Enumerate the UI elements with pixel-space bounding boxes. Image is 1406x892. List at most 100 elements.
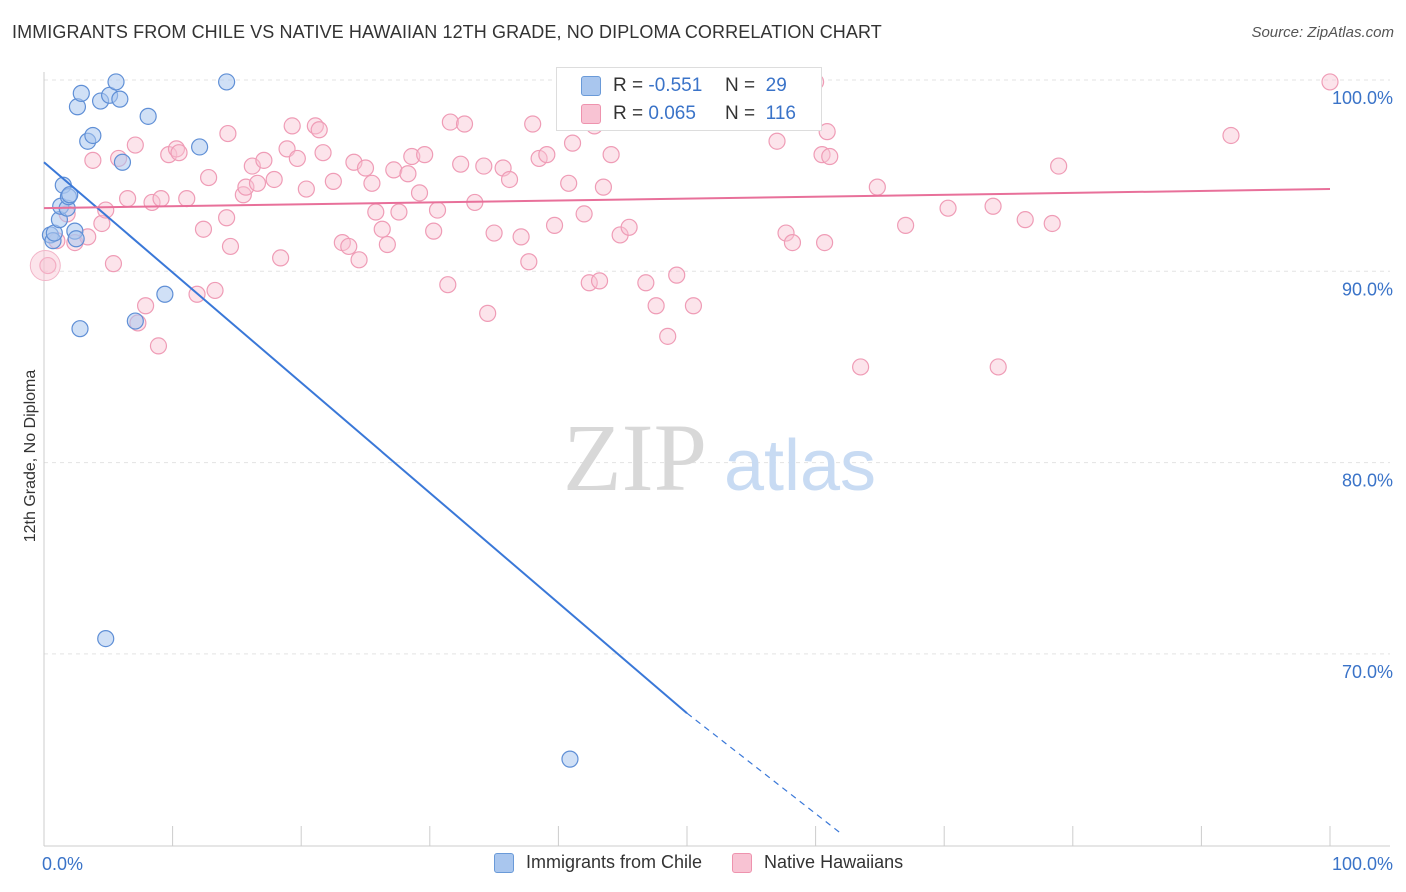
hawaiian-point — [500, 170, 519, 189]
hawaiian-point — [385, 161, 403, 179]
chile-trend-extension — [686, 712, 842, 835]
hawaiian-point — [390, 203, 408, 221]
legend-r-label: R = — [613, 75, 644, 96]
chile-point — [139, 107, 157, 125]
hawaiian-point — [367, 203, 385, 221]
legend-row-hawaiian: R = 0.065 N = 116 — [581, 100, 796, 128]
hawaiian-point — [288, 149, 306, 168]
legend-item-chile[interactable]: Immigrants from Chile — [494, 852, 702, 873]
hawaiian-point — [399, 165, 417, 183]
trend-lines — [43, 161, 1331, 835]
hawaiian-point — [39, 256, 57, 275]
legend-n-value-hawaiian: 116 — [765, 103, 796, 124]
hawaiian-point — [118, 190, 137, 208]
hawaiian-point — [350, 251, 368, 269]
chile-point — [61, 186, 79, 204]
chart-title: IMMIGRANTS FROM CHILE VS NATIVE HAWAIIAN… — [12, 22, 882, 42]
watermark-atlas: atlas — [724, 426, 876, 506]
legend-n-value-chile: 29 — [765, 75, 787, 96]
legend-label-chile: Immigrants from Chile — [526, 852, 703, 872]
hawaiian-point — [897, 216, 915, 234]
hawaiian-point — [783, 234, 802, 252]
legend-n-label: N = — [725, 103, 756, 124]
chile-point — [113, 153, 132, 171]
x-tick-label: 100.0% — [1332, 854, 1393, 874]
hawaiian-point — [314, 144, 332, 162]
legend-r-label: R = — [613, 103, 644, 124]
chile-point — [156, 285, 174, 303]
hawaiian-point — [530, 149, 548, 168]
chile-point — [111, 90, 129, 108]
hawaiian-point — [485, 224, 503, 242]
legend-swatch-chile — [494, 852, 514, 873]
hawaiian-point — [520, 253, 538, 271]
hawaiian-point — [425, 222, 443, 240]
hawaiian-point — [563, 134, 582, 152]
hawaiian-points — [29, 73, 1339, 376]
hawaiian-point — [255, 151, 273, 169]
hawaiian-point — [272, 249, 290, 267]
legend-swatch-hawaiian — [732, 852, 753, 873]
legend-row-chile: R = -0.551 N = 29 — [581, 72, 787, 100]
hawaiian-point — [310, 121, 328, 139]
hawaiian-point — [206, 281, 224, 300]
hawaiian-point — [524, 115, 542, 133]
hawaiian-point — [221, 237, 240, 256]
chile-points — [41, 73, 579, 768]
hawaiian-point — [668, 266, 686, 284]
hawaiian-point — [126, 136, 144, 154]
hawaiian-point — [560, 174, 578, 192]
hawaiian-point — [97, 201, 115, 219]
hawaiian-point — [455, 115, 474, 133]
hawaiian-point — [283, 117, 301, 135]
chile-point — [97, 629, 115, 648]
tick-labels: 100.0% 90.0% 80.0% 70.0% 0.0% 100.0% — [42, 88, 1393, 874]
hawaiian-point — [659, 327, 677, 345]
hawaiian-point — [194, 220, 213, 238]
hawaiian-point — [29, 250, 61, 282]
watermark-zip: ZIP — [563, 404, 707, 511]
legend-r-value-chile: -0.551 — [648, 75, 703, 96]
hawaiian-point — [248, 174, 267, 192]
hawaiian-point — [821, 147, 839, 166]
chile-trend-line — [43, 161, 688, 714]
hawaiian-point — [439, 276, 457, 294]
hawaiian-point — [1222, 126, 1240, 145]
hawaiian-point — [373, 220, 391, 238]
hawaiian-point — [84, 151, 102, 169]
hawaiian-point — [363, 174, 381, 192]
hawaiian-point — [378, 235, 396, 254]
chile-point — [126, 312, 144, 330]
hawaiian-point — [441, 113, 459, 131]
hawaiian-point — [868, 178, 886, 196]
x-tick-label: 0.0% — [42, 854, 83, 874]
hawaiian-point — [939, 199, 957, 217]
hawaiian-point — [538, 146, 556, 164]
hawaiian-point — [416, 146, 434, 164]
legend-r-value-hawaiian: 0.065 — [648, 103, 696, 124]
chile-point — [107, 73, 125, 91]
chile-point — [191, 138, 209, 156]
hawaiian-point — [178, 190, 196, 208]
hawaiian-point — [104, 255, 123, 273]
hawaiian-point — [590, 272, 609, 290]
legend-swatch-hawaiian — [581, 104, 601, 124]
legend-item-hawaiian[interactable]: Native Hawaiians — [732, 852, 903, 873]
chile-point — [72, 84, 90, 102]
hawaiian-point — [200, 168, 218, 187]
hawaiian-point — [647, 297, 665, 315]
hawaiian-point — [575, 205, 593, 223]
series-legend: Immigrants from Chile Native Hawaiians — [494, 852, 933, 873]
hawaiian-point — [475, 157, 493, 175]
hawaiian-point — [816, 234, 834, 252]
hawaiian-point — [93, 214, 111, 233]
hawaiian-point — [989, 358, 1007, 376]
hawaiian-point — [602, 146, 620, 164]
hawaiian-point — [149, 337, 168, 355]
legend-n-label: N = — [725, 75, 756, 96]
chile-point — [71, 320, 89, 338]
axes — [43, 72, 1390, 847]
legend-label-hawaiian: Native Hawaiians — [764, 852, 904, 872]
chile-point — [67, 230, 85, 248]
